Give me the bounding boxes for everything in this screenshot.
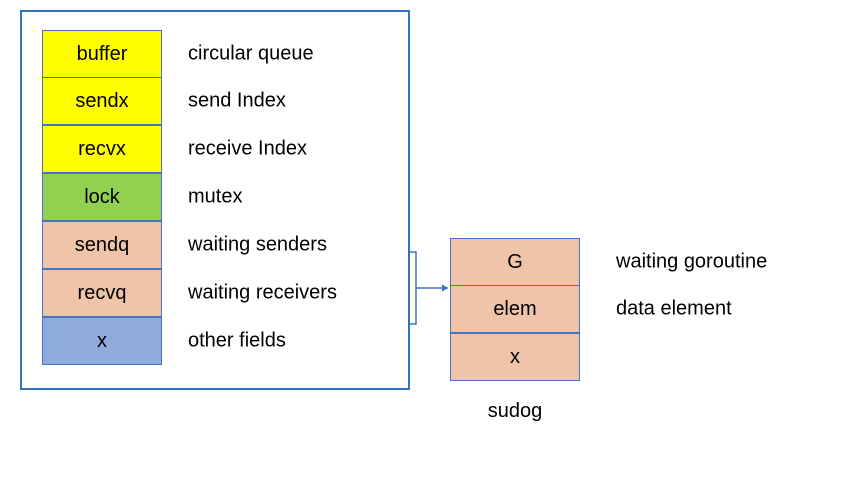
field-desc: receive Index	[188, 138, 307, 161]
field-cell-sendq: sendqwaiting senders	[42, 221, 162, 269]
field-cell-x: x	[450, 333, 580, 381]
field-cell-g: Gwaiting goroutine	[450, 238, 580, 286]
field-desc: send Index	[188, 90, 286, 113]
field-cell-buffer: buffercircular queue	[42, 30, 162, 78]
field-desc: waiting senders	[188, 234, 327, 257]
field-label: G	[507, 251, 523, 274]
field-cell-sendx: sendxsend Index	[42, 77, 162, 125]
field-desc: circular queue	[188, 43, 314, 66]
field-label: lock	[84, 186, 120, 209]
field-desc: waiting goroutine	[616, 251, 767, 274]
field-desc: other fields	[188, 330, 286, 353]
field-label: recvq	[78, 282, 127, 305]
field-label: recvx	[78, 138, 126, 161]
field-label: x	[97, 330, 107, 353]
field-desc: data element	[616, 298, 732, 321]
field-label: x	[510, 346, 520, 369]
field-label: sendx	[75, 90, 128, 113]
field-label: sendq	[75, 234, 130, 257]
field-cell-recvq: recvqwaiting receivers	[42, 269, 162, 317]
field-label: buffer	[77, 43, 128, 66]
field-cell-recvx: recvxreceive Index	[42, 125, 162, 173]
field-desc: mutex	[188, 186, 242, 209]
field-desc: waiting receivers	[188, 282, 337, 305]
field-cell-x: xother fields	[42, 317, 162, 365]
field-cell-elem: elemdata element	[450, 285, 580, 333]
field-label: elem	[493, 298, 536, 321]
sudog-caption: sudog	[488, 400, 543, 423]
field-cell-lock: lockmutex	[42, 173, 162, 221]
